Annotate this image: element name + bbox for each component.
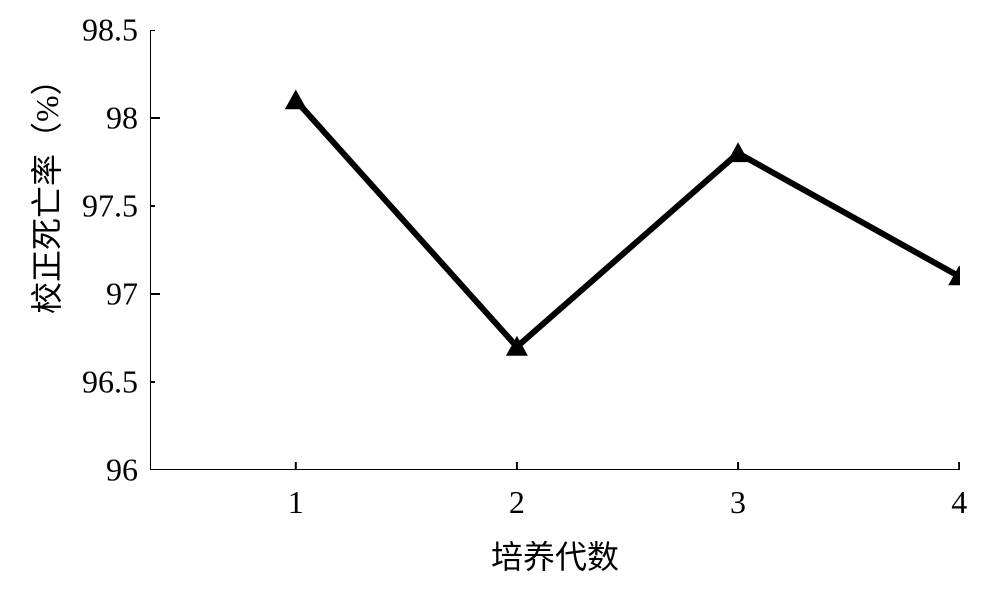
x-tick-label: 2	[509, 484, 525, 521]
y-axis-label: 校正死亡率（%）	[22, 274, 68, 314]
y-tick-label: 96	[106, 452, 138, 489]
chart-container: 校正死亡率（%） 培养代数 96 96.5 97 97.5 98 98.5 1 2 3 4	[0, 0, 1000, 615]
plot-area	[150, 30, 960, 470]
y-tick-label: 97	[106, 276, 138, 313]
plot-svg	[150, 30, 960, 470]
x-tick-label: 3	[730, 484, 746, 521]
x-axis-label: 培养代数	[491, 532, 619, 578]
y-tick-label: 96.5	[82, 364, 138, 401]
y-tick-label: 98.5	[82, 12, 138, 49]
y-tick-label: 97.5	[82, 188, 138, 225]
x-tick-label: 1	[288, 484, 304, 521]
x-tick-label: 4	[951, 484, 967, 521]
y-tick-label: 98	[106, 100, 138, 137]
